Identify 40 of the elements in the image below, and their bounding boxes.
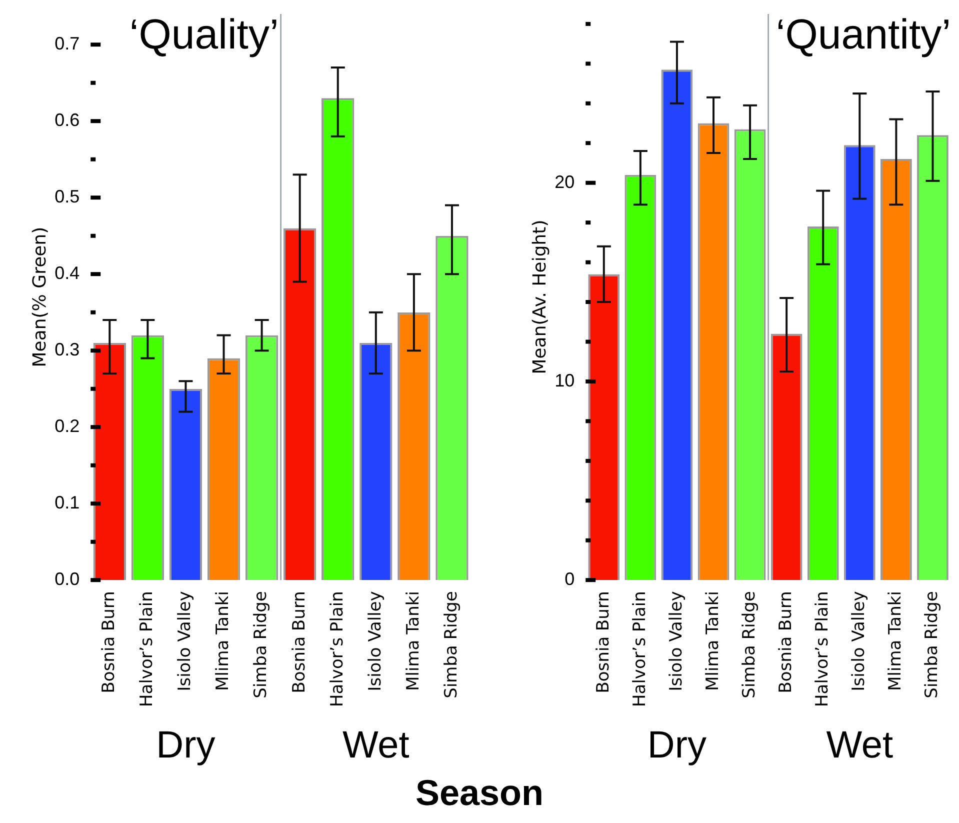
x-tick-label: Bosnia Burn [99,591,120,694]
x-tick-label: Mlima Tanki [213,591,234,691]
chart-title: ‘Quality’ [129,10,279,58]
y-tick-label: 0.1 [54,492,80,513]
y-tick-label: 0 [564,569,575,590]
x-tick-label: Halvor’s Plain [327,591,348,708]
y-tick-label: 0.4 [54,263,80,284]
text: Dry [156,724,216,766]
x-tick-label: Isiolo Valley [666,591,686,692]
y-axis-title: Mean(% Green) [29,226,50,368]
x-tick-label: Simba Ridge [739,591,760,698]
text: Wet [826,724,894,766]
y-axis-title: Mean(Av. Height) [529,220,550,374]
y-tick-label: 0.2 [54,416,80,436]
y-tick-label: 0.0 [54,569,80,590]
x-tick-label: Simba Ridge [441,591,462,698]
text: Dry [647,724,707,766]
y-tick-label: 10 [554,370,575,390]
x-tick-label: Isiolo Valley [849,591,870,692]
y-tick-label: 0.3 [54,340,80,360]
x-tick-label: Bosnia Burn [289,591,310,694]
x-tick-label: Isiolo Valley [175,591,196,692]
x-tick-label: Bosnia Burn [593,591,614,694]
y-tick-label: 0.7 [54,34,80,54]
x-tick-label: Halvor’s Plain [137,591,158,708]
chart-title: ‘Quantity’ [776,10,951,58]
x-tick-label: Isiolo Valley [365,591,386,692]
x-tick-label: Simba Ridge [251,591,272,698]
x-tick-label: Mlima Tanki [886,591,906,691]
x-tick-label: Mlima Tanki [403,591,424,691]
x-tick-label: Halvor’s Plain [630,591,650,708]
x-tick-label: Simba Ridge [922,591,942,698]
x-axis-title: Season [414,772,545,814]
y-tick-label: 0.6 [54,110,80,130]
y-tick-label: 20 [554,172,575,192]
x-tick-label: Mlima Tanki [702,591,723,691]
x-tick-label: Bosnia Burn [776,591,796,694]
text: Wet [342,724,410,766]
y-tick-label: 0.5 [54,186,80,207]
x-tick-label: Halvor’s Plain [812,591,833,708]
